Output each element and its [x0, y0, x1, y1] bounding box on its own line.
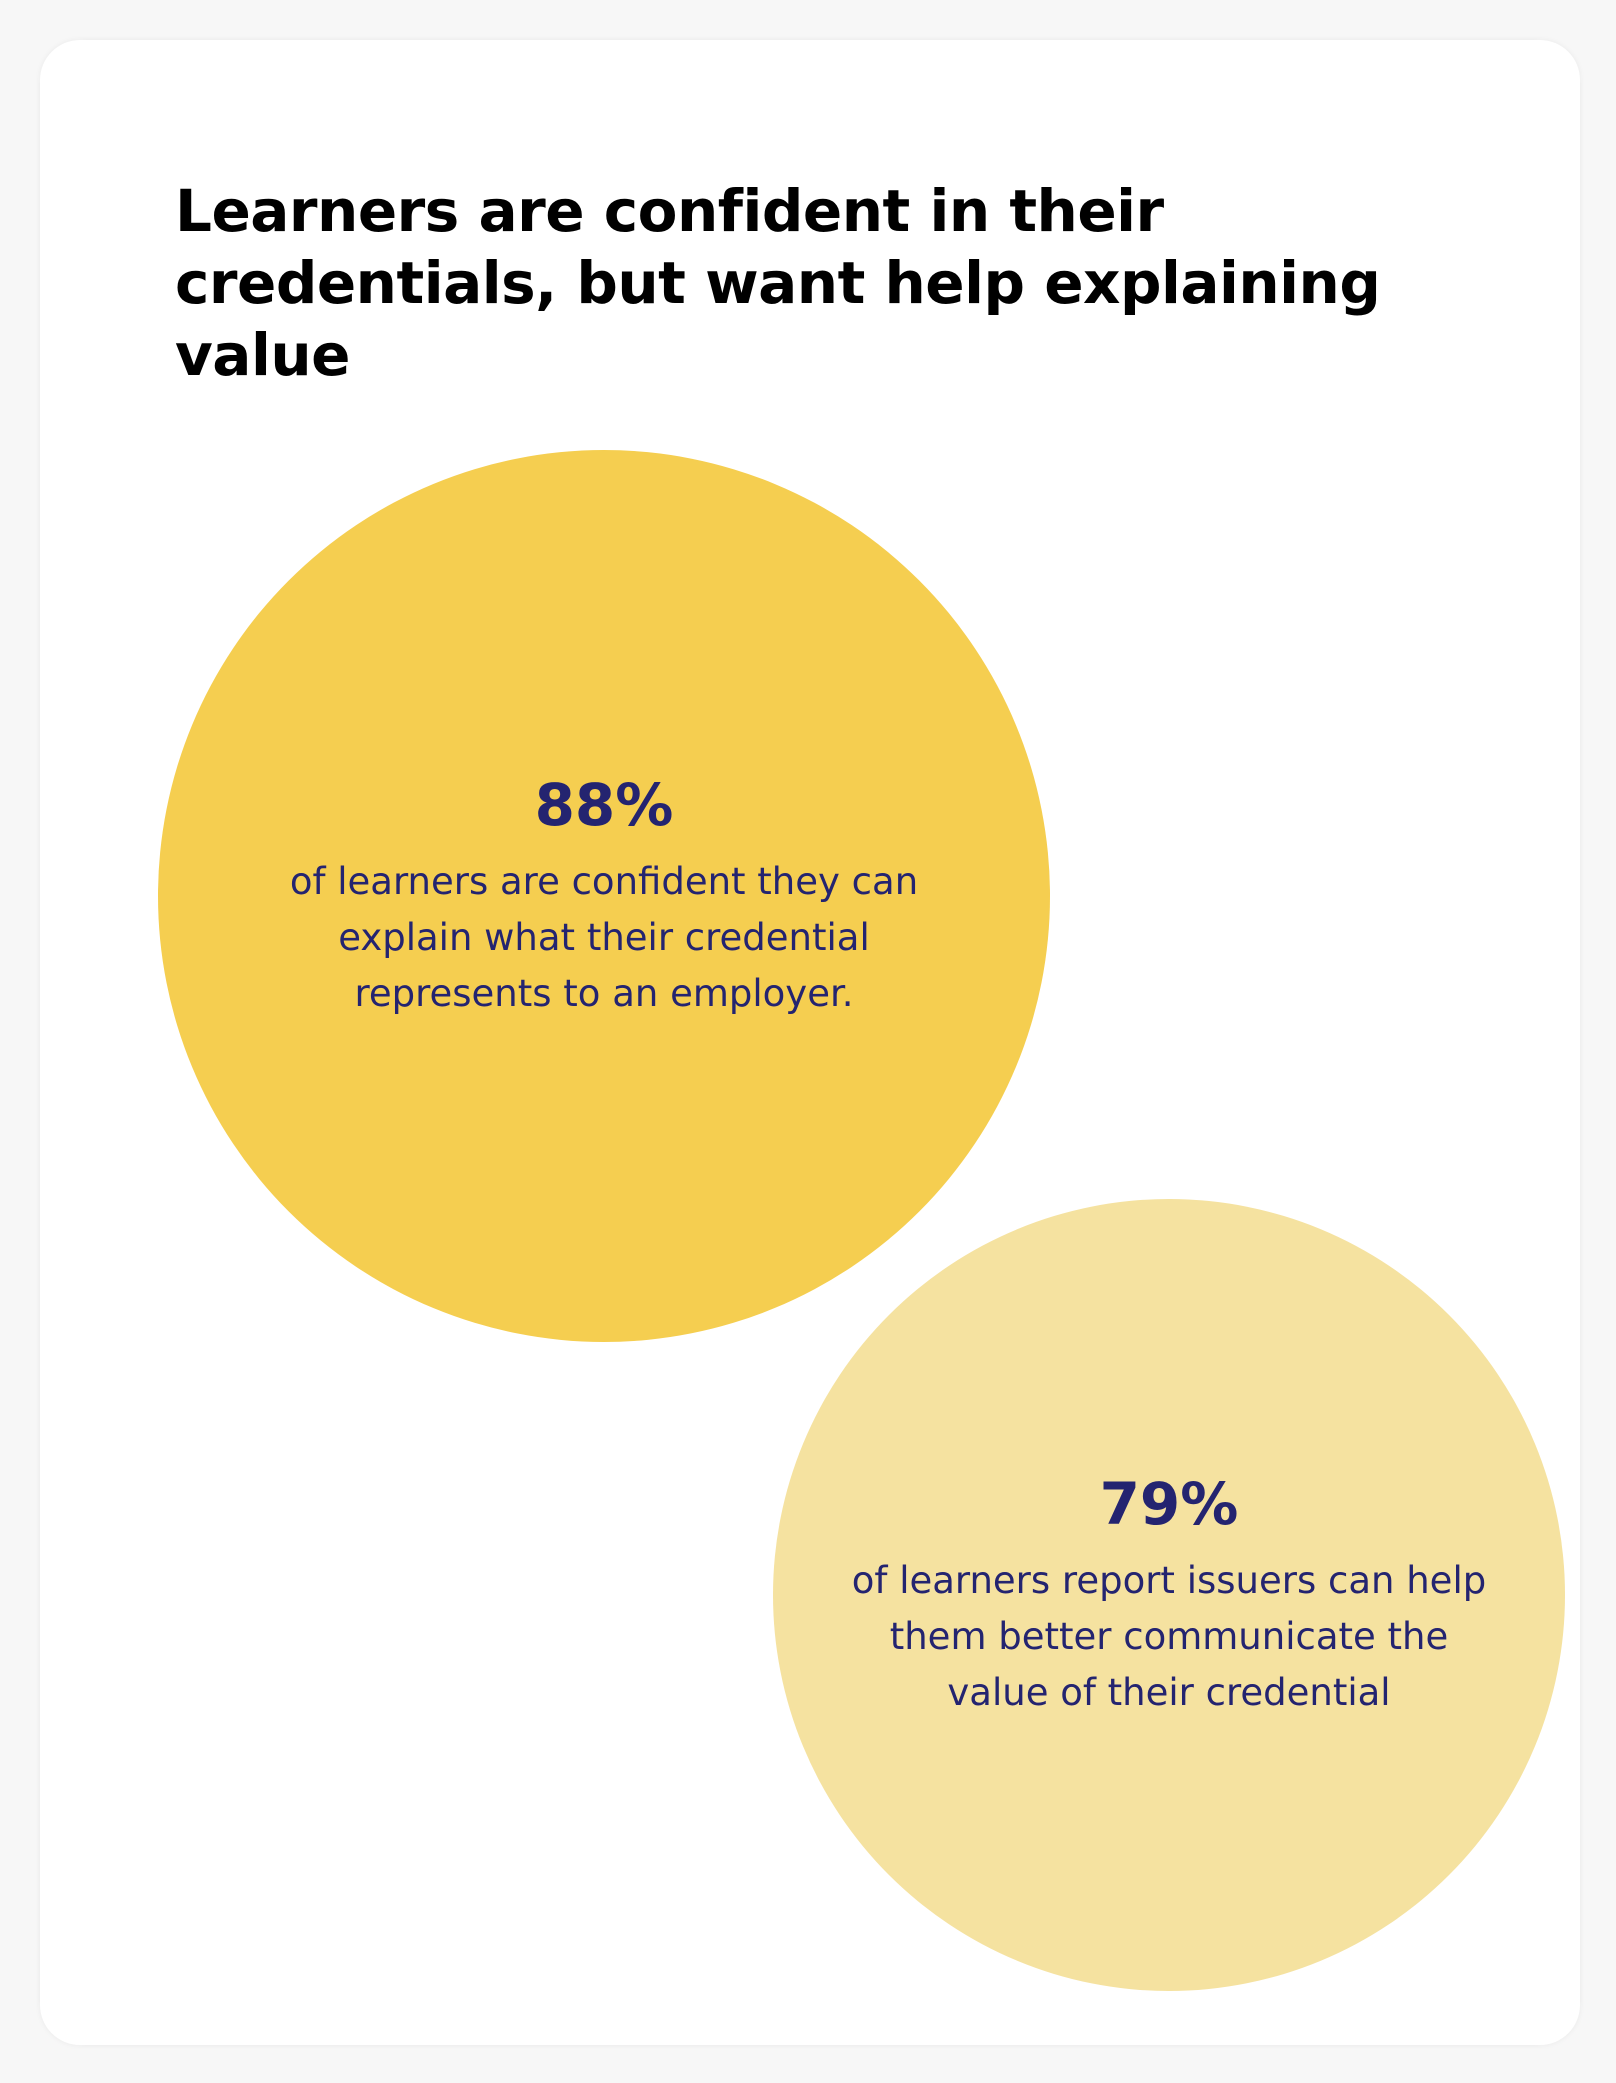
stat-circle-confidence: 88% of learners are confident they can e…	[158, 450, 1050, 1342]
stat-description: of learners report issuers can help them…	[851, 1559, 1487, 1714]
stat-value: 79%	[1099, 1470, 1239, 1538]
stat-circle-issuer-help: 79% of learners report issuers can help …	[773, 1199, 1565, 1991]
page-title: Learners are confident in their credenti…	[175, 177, 1381, 389]
stat-description: of learners are confident they can expla…	[289, 860, 919, 1015]
stat-value: 88%	[534, 771, 674, 839]
infographic-card: Learners are confident in their credenti…	[40, 40, 1580, 2045]
